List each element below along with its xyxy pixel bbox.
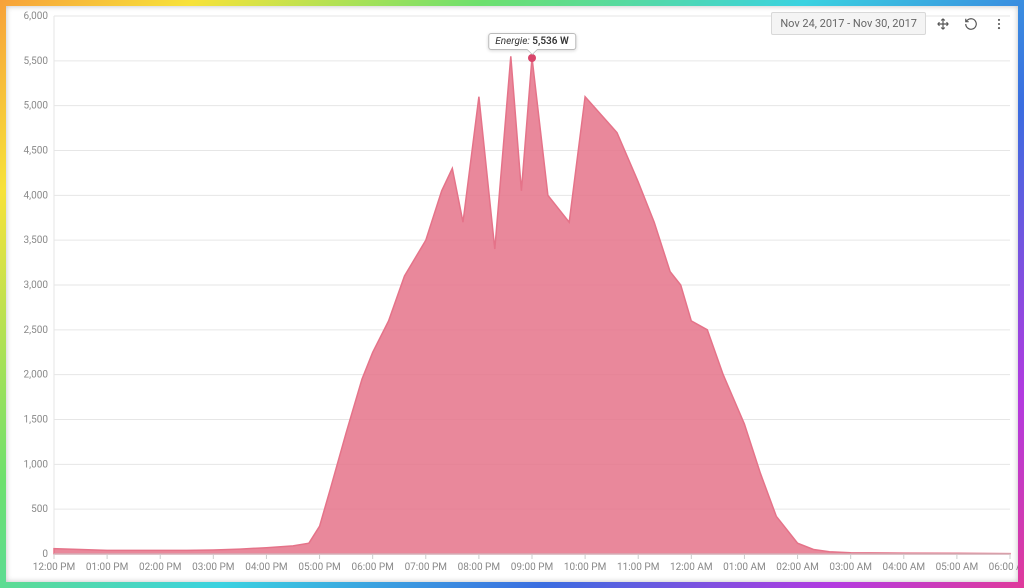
svg-text:02:00 AM: 02:00 AM	[776, 562, 819, 573]
svg-text:4,000: 4,000	[24, 190, 49, 201]
svg-text:1,500: 1,500	[24, 415, 49, 426]
svg-text:3,000: 3,000	[24, 280, 49, 291]
chart-toolbar: Nov 24, 2017 - Nov 30, 2017	[771, 12, 1010, 35]
svg-text:05:00 AM: 05:00 AM	[936, 562, 979, 573]
svg-text:07:00 PM: 07:00 PM	[405, 562, 447, 573]
svg-text:6,000: 6,000	[24, 11, 49, 22]
svg-text:04:00 PM: 04:00 PM	[245, 562, 287, 573]
tooltip-label: Energie:	[495, 36, 530, 47]
chart-panel: Nov 24, 2017 - Nov 30, 2017 05001,0001,5	[6, 6, 1018, 582]
svg-text:06:00 PM: 06:00 PM	[351, 562, 393, 573]
reset-icon[interactable]	[960, 13, 982, 35]
chart-tooltip: Energie: 5,536 W	[488, 33, 576, 50]
svg-text:2,000: 2,000	[24, 370, 49, 381]
svg-text:01:00 AM: 01:00 AM	[723, 562, 766, 573]
svg-text:12:00 PM: 12:00 PM	[33, 562, 75, 573]
svg-text:09:00 PM: 09:00 PM	[511, 562, 553, 573]
svg-text:01:00 PM: 01:00 PM	[86, 562, 128, 573]
svg-text:11:00 PM: 11:00 PM	[617, 562, 659, 573]
svg-text:2,500: 2,500	[24, 325, 49, 336]
tooltip-value: 5,536 W	[532, 36, 568, 47]
svg-text:06:00 AM: 06:00 AM	[989, 562, 1018, 573]
svg-text:3,500: 3,500	[24, 235, 49, 246]
svg-text:04:00 AM: 04:00 AM	[882, 562, 925, 573]
svg-text:02:00 PM: 02:00 PM	[139, 562, 181, 573]
svg-text:4,500: 4,500	[24, 146, 49, 157]
svg-text:12:00 AM: 12:00 AM	[670, 562, 713, 573]
svg-text:5,500: 5,500	[24, 56, 49, 67]
kebab-menu-icon[interactable]	[988, 13, 1010, 35]
date-range-picker[interactable]: Nov 24, 2017 - Nov 30, 2017	[771, 12, 926, 35]
svg-text:500: 500	[31, 504, 48, 515]
svg-text:1,000: 1,000	[24, 459, 49, 470]
pan-icon[interactable]	[932, 13, 954, 35]
energy-area-chart[interactable]: 0 500 1,000 1,500 2,000 2,500 3,000 3,500 4,000 4…	[6, 6, 1018, 582]
svg-text:10:00 PM: 10:00 PM	[564, 562, 606, 573]
svg-text:05:00 PM: 05:00 PM	[298, 562, 340, 573]
svg-text:03:00 PM: 03:00 PM	[192, 562, 234, 573]
svg-text:0: 0	[42, 549, 48, 560]
svg-text:03:00 AM: 03:00 AM	[829, 562, 872, 573]
svg-text:5,000: 5,000	[24, 101, 49, 112]
svg-text:08:00 PM: 08:00 PM	[458, 562, 500, 573]
